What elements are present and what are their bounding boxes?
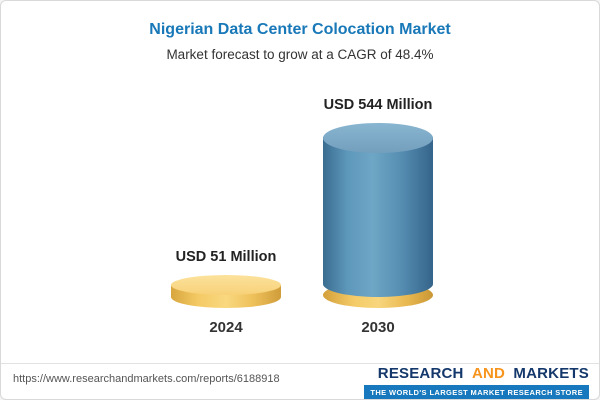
report-url: https://www.researchandmarkets.com/repor…	[13, 373, 280, 385]
chart-title: Nigerian Data Center Colocation Market	[149, 21, 451, 38]
logo-wordmark: RESEARCH AND MARKETS	[364, 365, 589, 382]
bar-2030-cylinder	[323, 123, 433, 308]
bar-2024-top-ellipse	[171, 275, 281, 295]
researchandmarkets-logo: RESEARCH AND MARKETS THE WORLD'S LARGEST…	[364, 365, 589, 399]
logo-tagline: THE WORLD'S LARGEST MARKET RESEARCH STOR…	[364, 385, 589, 399]
axis-label-2030: 2030	[361, 319, 395, 336]
axis-label-2024: 2024	[209, 319, 243, 336]
value-label-2030: USD 544 Million	[323, 97, 433, 113]
value-label-2024: USD 51 Million	[175, 249, 277, 265]
footer-divider	[1, 363, 599, 364]
chart-area	[1, 81, 599, 346]
bar-2030-top-ellipse	[323, 123, 433, 153]
logo-word-and: AND	[471, 365, 506, 382]
chart-header: Nigerian Data Center Colocation Market M…	[1, 21, 599, 62]
logo-word-markets: MARKETS	[513, 365, 589, 382]
bar-2024-cylinder	[171, 275, 281, 308]
bar-2030-body	[323, 137, 433, 297]
logo-word-research: RESEARCH	[377, 365, 464, 382]
chart-subtitle: Market forecast to grow at a CAGR of 48.…	[166, 47, 434, 62]
